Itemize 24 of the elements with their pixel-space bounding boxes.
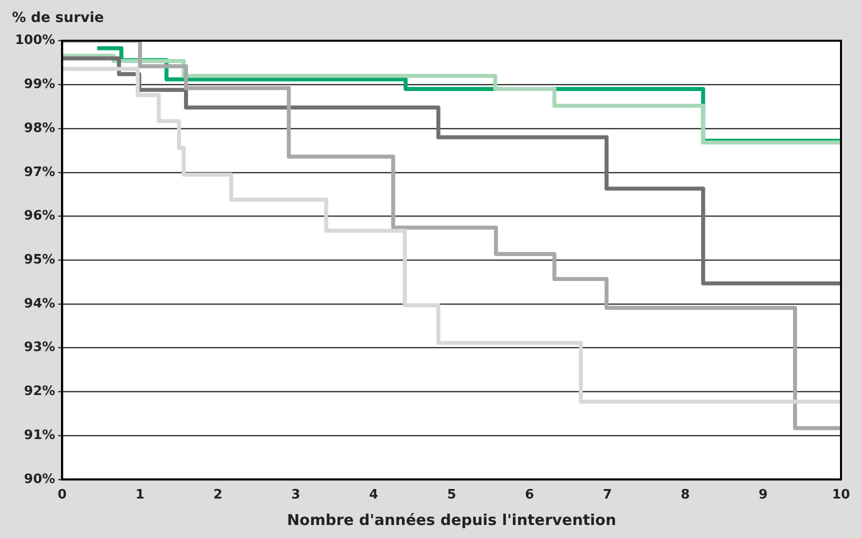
y-tick-label: 95%: [24, 252, 56, 268]
x-tick-label: 3: [291, 488, 300, 503]
x-tick-label: 1: [136, 488, 145, 503]
y-tick-label: 97%: [24, 164, 56, 180]
y-tick-label: 96%: [24, 208, 56, 224]
y-tick-label: 99%: [24, 77, 56, 92]
y-tick-label: 92%: [24, 384, 56, 400]
x-tick-label: 0: [58, 488, 67, 503]
y-tick-label: 94%: [24, 296, 56, 312]
x-tick-label: 5: [447, 488, 456, 503]
x-tick-label: 9: [758, 488, 768, 503]
y-tick-label: 93%: [24, 340, 56, 356]
x-tick-label: 6: [524, 488, 534, 503]
x-tick-label: 10: [832, 488, 850, 503]
x-tick-label: 2: [213, 488, 222, 503]
x-axis-title: Nombre d'années depuis l'intervention: [286, 510, 616, 529]
y-tick-label: 91%: [24, 428, 56, 443]
y-tick-label: 90%: [24, 472, 56, 487]
y-tick-label: 100%: [14, 33, 56, 48]
x-tick-label: 8: [680, 488, 690, 503]
y-axis-title: % de survie: [12, 10, 104, 26]
x-tick-label: 4: [369, 488, 378, 503]
y-tick-label: 98%: [24, 120, 56, 136]
x-tick-label: 7: [602, 488, 612, 503]
